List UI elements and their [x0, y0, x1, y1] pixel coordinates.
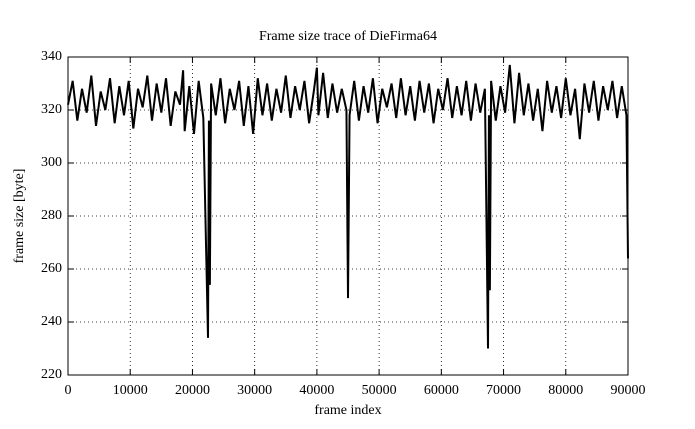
- y-axis-label: frame size [byte]: [12, 169, 27, 264]
- x-tick-label: 50000: [362, 383, 397, 398]
- y-tick-label: 260: [41, 261, 62, 276]
- x-tick-label: 60000: [424, 383, 459, 398]
- y-tick-label: 220: [41, 367, 62, 382]
- y-tick-label: 280: [41, 208, 62, 223]
- x-tick-label: 30000: [237, 383, 272, 398]
- y-tick-label: 320: [41, 102, 62, 117]
- trace-line: [67, 64, 629, 349]
- x-tick-label: 90000: [611, 383, 646, 398]
- x-tick-label: 0: [65, 383, 72, 398]
- y-tick-label: 340: [41, 49, 62, 64]
- x-tick-label: 40000: [299, 383, 334, 398]
- x-tick-label: 80000: [548, 383, 583, 398]
- x-tick-label: 20000: [175, 383, 210, 398]
- chart-title: Frame size trace of DieFirma64: [259, 29, 437, 44]
- y-tick-label: 240: [41, 314, 62, 329]
- x-axis-label: frame index: [314, 403, 381, 418]
- y-tick-label: 300: [41, 155, 62, 170]
- x-tick-label: 70000: [486, 383, 521, 398]
- x-tick-label: 10000: [113, 383, 148, 398]
